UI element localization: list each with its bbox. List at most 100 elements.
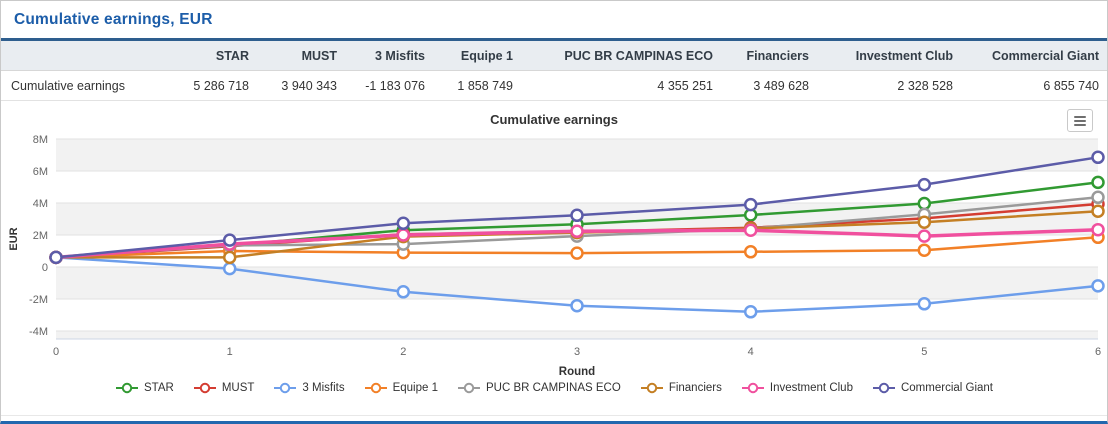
data-point-3-misfits-round-2[interactable] bbox=[396, 285, 411, 299]
legend-label: STAR bbox=[143, 382, 174, 394]
column-header-commercial-giant: Commercial Giant bbox=[963, 41, 1107, 71]
plot-band bbox=[56, 139, 1099, 171]
earnings-table: STAR MUST 3 Misfits Equipe 1 PUC BR CAMPINAS… bbox=[1, 41, 1107, 101]
data-point-equipe-1-round-5[interactable] bbox=[917, 243, 932, 257]
legend-label: Investment Club bbox=[769, 382, 853, 394]
chart-title: Cumulative earnings bbox=[490, 112, 618, 127]
legend-marker-icon bbox=[193, 382, 216, 394]
data-point-star-round-6[interactable] bbox=[1091, 175, 1105, 190]
legend-label: Equipe 1 bbox=[392, 382, 438, 394]
table-value-cell: 1 858 749 bbox=[435, 70, 523, 101]
legend-item-investment-club[interactable]: Investment Club bbox=[741, 382, 853, 394]
y-tick-label: -2M bbox=[29, 294, 48, 306]
data-point-star-round-5[interactable] bbox=[917, 196, 932, 211]
table-value-cell: 2 328 528 bbox=[819, 70, 963, 101]
legend-item-equipe-1[interactable]: Equipe 1 bbox=[364, 382, 438, 394]
legend-label: Commercial Giant bbox=[900, 382, 994, 394]
y-tick-label: -4M bbox=[29, 326, 48, 338]
data-point-equipe-1-round-4[interactable] bbox=[743, 245, 758, 259]
table-row: Cumulative earnings 5 286 718 3 940 343 -1… bbox=[1, 70, 1107, 101]
legend-label: PUC BR CAMPINAS ECO bbox=[485, 382, 621, 394]
table-header-empty-cell bbox=[1, 41, 171, 71]
y-tick-label: 6M bbox=[33, 166, 48, 178]
x-tick-label: 6 bbox=[1095, 346, 1101, 358]
legend-label: MUST bbox=[221, 382, 255, 394]
data-point-3-misfits-round-3[interactable] bbox=[570, 298, 584, 313]
chart-container: Cumulative earnings 8M 6M 4M 2M 0 -2M -4M 0 1 2 3 4… bbox=[1, 101, 1107, 394]
chart-legend: STAR MUST 3 Misfits Equipe 1 PUC BR CAMPINAS… bbox=[1, 382, 1107, 394]
legend-marker-icon bbox=[741, 382, 764, 394]
table-top-rule bbox=[1, 38, 1107, 41]
x-axis-title: Round bbox=[559, 366, 595, 378]
column-header-investment-club: Investment Club bbox=[819, 41, 963, 71]
legend-marker-icon bbox=[872, 382, 895, 394]
page-title: Cumulative earnings, EUR bbox=[14, 11, 213, 28]
y-tick-label: 8M bbox=[33, 134, 48, 146]
legend-item-commercial-giant[interactable]: Commercial Giant bbox=[872, 382, 993, 394]
legend-marker-icon bbox=[115, 382, 138, 394]
line-chart: 8M 6M 4M 2M 0 -2M -4M 0 1 2 3 4 5 6 EUR Round bbox=[8, 134, 1105, 378]
legend-item-puc-br-campinas-eco[interactable]: PUC BR CAMPINAS ECO bbox=[457, 382, 621, 394]
y-tick-label: 4M bbox=[33, 198, 48, 210]
legend-marker-icon bbox=[364, 382, 387, 394]
data-point-commercial-giant-round-1[interactable] bbox=[222, 233, 237, 247]
y-tick-label: 0 bbox=[42, 262, 48, 274]
table-header-row: STAR MUST 3 Misfits Equipe 1 PUC BR CAMPINAS… bbox=[1, 41, 1107, 71]
panel-footer-divider bbox=[1, 415, 1107, 416]
x-tick-label: 1 bbox=[227, 346, 233, 358]
panel-header: Cumulative earnings, EUR bbox=[1, 1, 1107, 38]
table-value-cell: 3 940 343 bbox=[259, 70, 347, 101]
data-point-equipe-1-round-3[interactable] bbox=[570, 246, 584, 260]
data-point-3-misfits-round-5[interactable] bbox=[917, 297, 932, 311]
data-point-investment-club-round-3[interactable] bbox=[570, 224, 584, 238]
column-header-equipe-1: Equipe 1 bbox=[435, 41, 523, 71]
data-point-commercial-giant-round-5[interactable] bbox=[917, 177, 932, 192]
column-header-3-misfits: 3 Misfits bbox=[347, 41, 435, 71]
plot-band bbox=[56, 267, 1099, 299]
x-tick-label: 0 bbox=[53, 346, 59, 358]
data-point-3-misfits-round-6[interactable] bbox=[1091, 279, 1105, 293]
plot-band bbox=[56, 331, 1099, 339]
table-value-cell: 4 355 251 bbox=[523, 70, 723, 101]
data-point-investment-club-round-5[interactable] bbox=[917, 229, 932, 243]
legend-item-star[interactable]: STAR bbox=[115, 382, 174, 394]
legend-marker-icon bbox=[457, 382, 480, 394]
legend-item-3-misfits[interactable]: 3 Misfits bbox=[273, 382, 345, 394]
data-point-investment-club-round-2[interactable] bbox=[396, 228, 411, 242]
data-point-puc-br-campinas-eco-round-6[interactable] bbox=[1091, 190, 1105, 205]
data-point-commercial-giant-round-2[interactable] bbox=[396, 216, 411, 231]
table-value-cell: 5 286 718 bbox=[171, 70, 259, 101]
data-point-commercial-giant-round-6[interactable] bbox=[1091, 150, 1105, 165]
data-point-financiers-round-5[interactable] bbox=[917, 215, 932, 229]
x-tick-label: 4 bbox=[748, 346, 754, 358]
legend-label: 3 Misfits bbox=[302, 382, 345, 394]
table-value-cell: 3 489 628 bbox=[723, 70, 819, 101]
column-header-must: MUST bbox=[259, 41, 347, 71]
legend-item-must[interactable]: MUST bbox=[193, 382, 255, 394]
x-tick-label: 5 bbox=[921, 346, 927, 358]
data-point-commercial-giant-round-3[interactable] bbox=[570, 208, 584, 223]
column-header-financiers: Financiers bbox=[723, 41, 819, 71]
x-tick-label: 3 bbox=[574, 346, 580, 358]
data-point-3-misfits-round-1[interactable] bbox=[222, 261, 237, 276]
data-point-3-misfits-round-4[interactable] bbox=[743, 305, 758, 319]
legend-item-financiers[interactable]: Financiers bbox=[640, 382, 722, 394]
data-point-financiers-round-1[interactable] bbox=[222, 250, 237, 265]
table-value-cell: 6 855 740 bbox=[963, 70, 1107, 101]
y-tick-label: 2M bbox=[33, 230, 48, 242]
data-point-financiers-round-6[interactable] bbox=[1091, 204, 1105, 218]
data-point-commercial-giant-round-4[interactable] bbox=[743, 197, 758, 212]
data-point-commercial-giant-round-0[interactable] bbox=[49, 250, 63, 265]
y-axis-title: EUR bbox=[8, 227, 20, 250]
data-point-investment-club-round-6[interactable] bbox=[1091, 222, 1105, 237]
column-header-puc-br-campinas-eco: PUC BR CAMPINAS ECO bbox=[523, 41, 723, 71]
row-label: Cumulative earnings bbox=[1, 70, 171, 101]
table-value-cell: -1 183 076 bbox=[347, 70, 435, 101]
legend-marker-icon bbox=[274, 382, 297, 394]
legend-label: Financiers bbox=[668, 382, 722, 394]
data-point-investment-club-round-4[interactable] bbox=[743, 223, 758, 237]
x-tick-label: 2 bbox=[400, 346, 406, 358]
chart-export-menu-button[interactable] bbox=[1067, 109, 1093, 132]
column-header-star: STAR bbox=[171, 41, 259, 71]
